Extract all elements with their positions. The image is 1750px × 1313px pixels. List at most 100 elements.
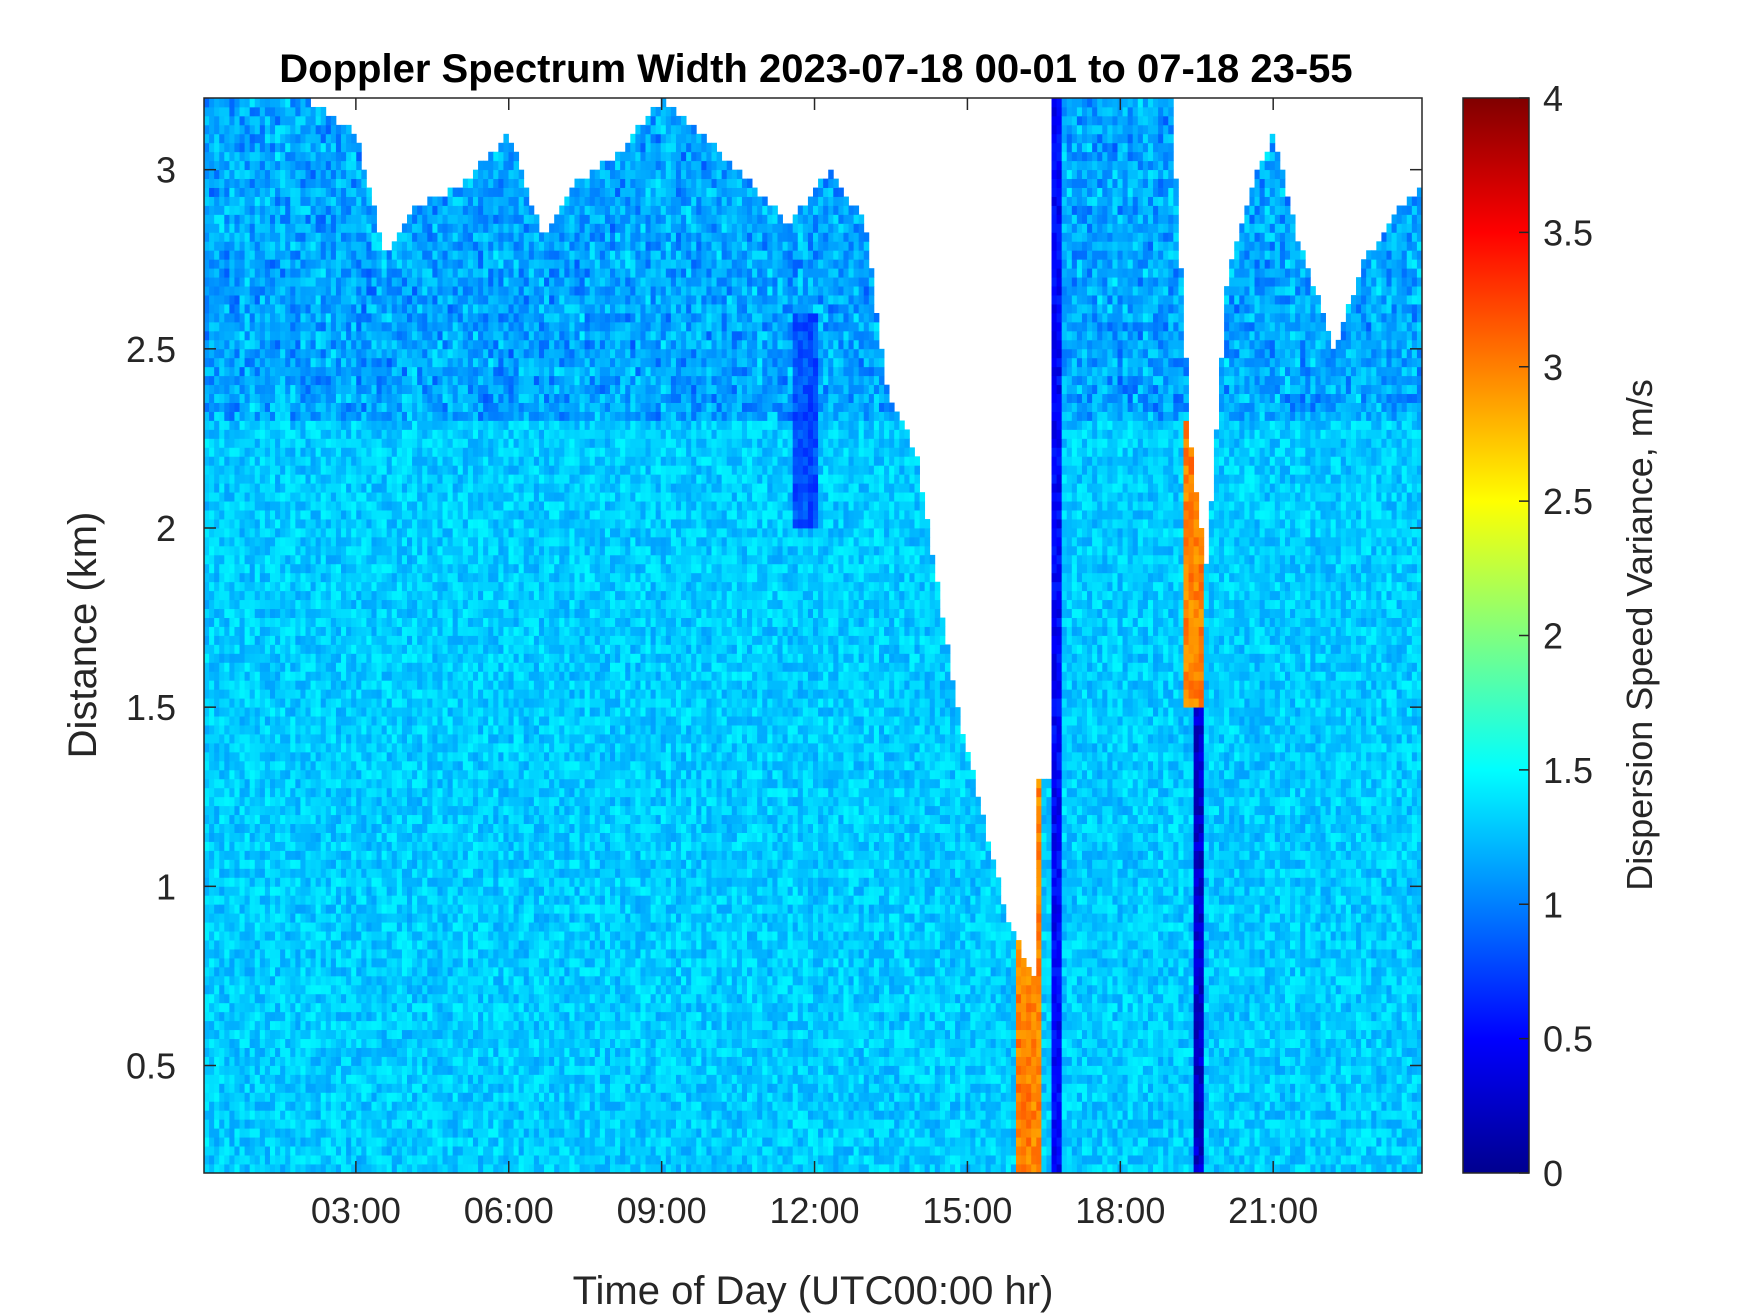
heatmap-cell [356, 949, 361, 958]
heatmap-cell [280, 797, 285, 806]
heatmap-cell [219, 859, 224, 868]
heatmap-cell [250, 349, 255, 358]
heatmap-cell [214, 573, 219, 582]
heatmap-cell [265, 636, 270, 645]
heatmap-cell [356, 1039, 361, 1048]
heatmap-cell [361, 797, 366, 806]
heatmap-cell [270, 806, 275, 815]
heatmap-cell [204, 1164, 209, 1173]
heatmap-cell [316, 143, 321, 152]
heatmap-cell [219, 412, 224, 421]
heatmap-cell [397, 868, 402, 877]
heatmap-cell [290, 152, 295, 161]
heatmap-cell [331, 421, 336, 430]
heatmap-cell [214, 438, 219, 447]
heatmap-cell [275, 716, 280, 725]
heatmap-cell [265, 1074, 270, 1083]
heatmap-cell [250, 770, 255, 779]
heatmap-cell [361, 752, 366, 761]
heatmap-cell [331, 223, 336, 232]
heatmap-cell [366, 904, 371, 913]
heatmap-cell [209, 394, 214, 403]
heatmap-cell [377, 277, 382, 286]
heatmap-cell [387, 1092, 392, 1101]
heatmap-cell [382, 707, 387, 716]
heatmap-cell [382, 698, 387, 707]
heatmap-cell [361, 313, 366, 322]
heatmap-cell [417, 465, 422, 474]
heatmap-cell [402, 403, 407, 412]
heatmap-cell [250, 385, 255, 394]
heatmap-cell [336, 815, 341, 824]
heatmap-cell [209, 1110, 214, 1119]
heatmap-cell [351, 429, 356, 438]
heatmap-cell [275, 1083, 280, 1092]
heatmap-cell [331, 895, 336, 904]
heatmap-cell [346, 483, 351, 492]
heatmap-cell [295, 501, 300, 510]
heatmap-cell [417, 555, 422, 564]
heatmap-cell [377, 349, 382, 358]
heatmap-cell [224, 913, 229, 922]
heatmap-cell [407, 412, 412, 421]
heatmap-cell [290, 1048, 295, 1057]
heatmap-cell [260, 1092, 265, 1101]
heatmap-cell [229, 1030, 234, 1039]
heatmap-cell [417, 1083, 422, 1092]
heatmap-cell [234, 680, 239, 689]
heatmap-cell [234, 1146, 239, 1155]
heatmap-cell [331, 116, 336, 125]
heatmap-cell [351, 232, 356, 241]
heatmap-cell [229, 322, 234, 331]
heatmap-cell [280, 429, 285, 438]
heatmap-cell [234, 627, 239, 636]
heatmap-cell [224, 1021, 229, 1030]
heatmap-cell [377, 1057, 382, 1066]
heatmap-cell [275, 241, 280, 250]
heatmap-cell [285, 412, 290, 421]
heatmap-cell [250, 618, 255, 627]
heatmap-cell [290, 223, 295, 232]
heatmap-cell [392, 1146, 397, 1155]
heatmap-cell [397, 662, 402, 671]
heatmap-cell [351, 412, 356, 421]
heatmap-cell [356, 653, 361, 662]
heatmap-cell [341, 770, 346, 779]
heatmap-cell [387, 403, 392, 412]
heatmap-cell [260, 680, 265, 689]
heatmap-cell [255, 770, 260, 779]
heatmap-cell [234, 125, 239, 134]
heatmap-cell [245, 1155, 250, 1164]
heatmap-cell [275, 752, 280, 761]
heatmap-cell [387, 501, 392, 510]
heatmap-cell [382, 600, 387, 609]
heatmap-cell [361, 555, 366, 564]
heatmap-cell [270, 510, 275, 519]
heatmap-cell [316, 555, 321, 564]
heatmap-cell [250, 197, 255, 206]
heatmap-cell [397, 573, 402, 582]
heatmap-cell [270, 1048, 275, 1057]
heatmap-cell [366, 725, 371, 734]
heatmap-cell [204, 564, 209, 573]
heatmap-cell [351, 259, 356, 268]
heatmap-cell [346, 519, 351, 528]
heatmap-cell [331, 492, 336, 501]
heatmap-cell [331, 331, 336, 340]
heatmap-cell [240, 358, 245, 367]
heatmap-cell [336, 134, 341, 143]
heatmap-cell [371, 895, 376, 904]
heatmap-cell [265, 125, 270, 134]
heatmap-cell [255, 358, 260, 367]
heatmap-cell [280, 671, 285, 680]
heatmap-cell [229, 886, 234, 895]
heatmap-cell [402, 268, 407, 277]
heatmap-cell [295, 761, 300, 770]
heatmap-cell [377, 716, 382, 725]
heatmap-cell [250, 179, 255, 188]
heatmap-cell [346, 277, 351, 286]
heatmap-cell [326, 340, 331, 349]
heatmap-cell [316, 1128, 321, 1137]
heatmap-cell [331, 214, 336, 223]
heatmap-cell [356, 1066, 361, 1075]
